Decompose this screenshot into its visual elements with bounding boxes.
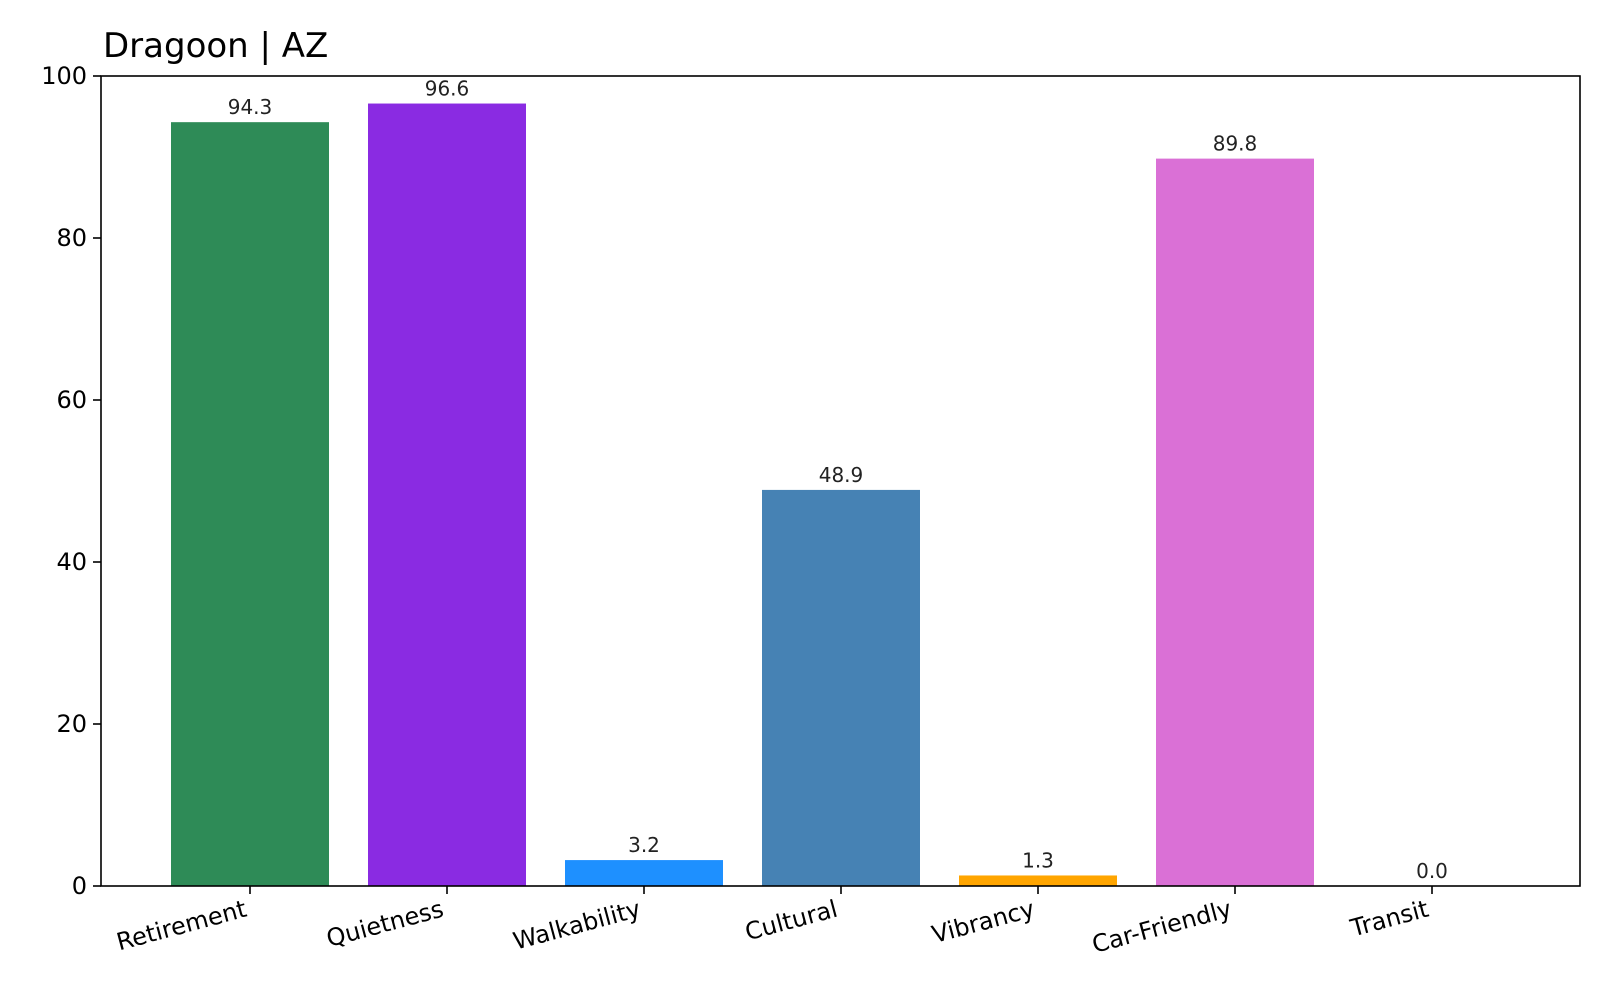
- bar-retirement: [171, 122, 329, 887]
- bar-value-label: 96.6: [425, 77, 470, 101]
- y-tick-label: 60: [56, 386, 87, 414]
- bar-quietness: [368, 103, 526, 887]
- y-axis: 0 20 40 60 80 100: [41, 62, 101, 900]
- x-tick-label: Cultural: [742, 895, 841, 947]
- bar-value-label: 0.0: [1416, 859, 1448, 883]
- plot-frame: [100, 75, 1581, 887]
- x-tick-label: Retirement: [114, 895, 250, 957]
- y-tick-label: 20: [56, 710, 87, 738]
- chart-title: Dragoon | AZ: [103, 26, 328, 66]
- y-tick-label: 0: [72, 872, 87, 900]
- y-tick-label: 40: [56, 548, 87, 576]
- bar-value-label: 1.3: [1022, 848, 1054, 872]
- y-tick-label: 80: [56, 224, 87, 252]
- bar-walkability: [565, 860, 723, 886]
- bars-layer: 94.3 96.6 3.2 48.9 1.3 89.8 0.0: [171, 77, 1448, 887]
- x-tick-label: Transit: [1347, 895, 1432, 943]
- x-axis: Retirement Quietness Walkability Cultural Vi…: [114, 886, 1433, 959]
- bar-car-friendly: [1156, 158, 1314, 886]
- x-tick-label: Walkability: [510, 895, 643, 956]
- y-tick-label: 100: [41, 62, 87, 90]
- bar-value-label: 3.2: [628, 833, 660, 857]
- bar-vibrancy: [959, 875, 1117, 886]
- bar-value-label: 48.9: [819, 463, 864, 487]
- x-tick-label: Vibrancy: [929, 895, 1038, 949]
- bar-cultural: [762, 489, 920, 886]
- bar-value-label: 89.8: [1213, 132, 1258, 156]
- bar-value-label: 94.3: [228, 95, 273, 119]
- x-tick-label: Car-Friendly: [1089, 895, 1235, 959]
- x-tick-label: Quietness: [323, 895, 446, 953]
